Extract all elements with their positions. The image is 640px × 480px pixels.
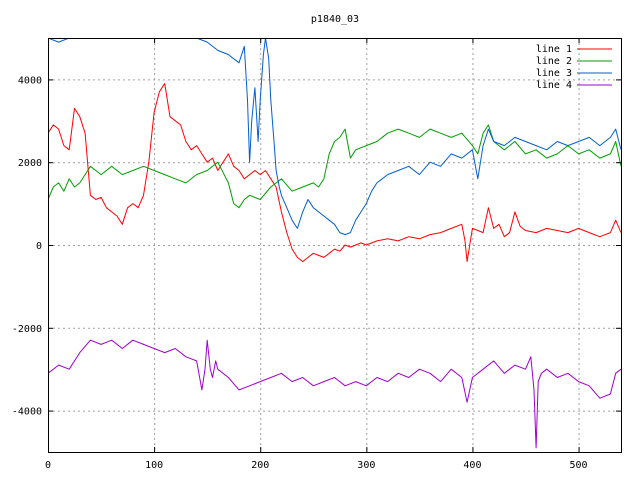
series-line-2 [48, 124, 621, 209]
x-tick-label-1: 100 [145, 460, 163, 471]
series-line-3 [48, 38, 621, 236]
x-tick-label-3: 300 [357, 460, 375, 471]
y-tick-label-2: 0 [36, 241, 42, 252]
series-layer [48, 38, 621, 449]
x-tick-label-5: 500 [570, 460, 588, 471]
y-tick-label-1: -2000 [12, 324, 42, 335]
y-tick-label-0: -4000 [12, 407, 42, 418]
series-line-1 [48, 83, 621, 263]
series-line-4 [48, 339, 621, 449]
legend-label-1: line 1 [536, 44, 572, 55]
legend-label-4: line 4 [536, 80, 572, 91]
y-tick-label-3: 2000 [18, 158, 42, 169]
legend-label-2: line 2 [536, 56, 572, 67]
chart-title: p1840_03 [311, 14, 359, 25]
x-tick-label-4: 400 [463, 460, 481, 471]
axis-ticks: 0 100 200 300 400 500 -4000 -2000 0 2000 4000 [12, 38, 621, 471]
x-tick-label-0: 0 [45, 460, 51, 471]
legend-label-3: line 3 [536, 68, 572, 79]
y-tick-label-4: 4000 [18, 75, 42, 86]
grid [48, 38, 621, 452]
x-tick-label-2: 200 [251, 460, 269, 471]
